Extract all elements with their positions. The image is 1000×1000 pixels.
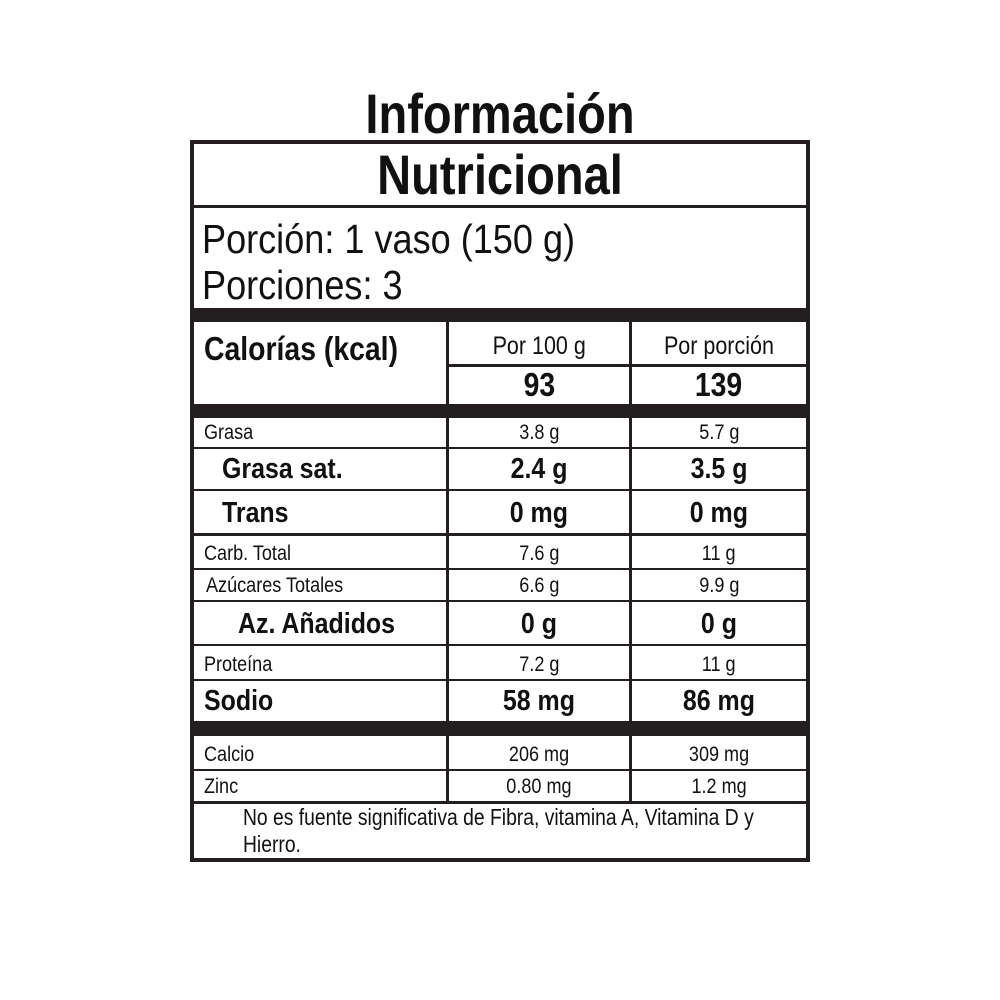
title: Información Nutricional bbox=[365, 82, 635, 206]
value-per-100g: 7.2 g bbox=[518, 653, 560, 676]
nutrient-label-trans: Trans bbox=[222, 497, 289, 529]
value-per-100g: 0.80 mg bbox=[506, 775, 572, 798]
nutrient-row: Sodio 58 mg 86 mg bbox=[194, 681, 806, 721]
nutrient-label-grasa: Grasa bbox=[204, 421, 254, 444]
title-row: Información Nutricional bbox=[194, 83, 806, 205]
calories-label: Calorías (kcal) bbox=[204, 330, 399, 367]
servings-count: Porciones: 3 bbox=[202, 262, 403, 308]
value-per-100g: 3.8 g bbox=[518, 421, 560, 444]
calories-per-100g: 93 bbox=[523, 366, 555, 403]
nutrient-row: Calcio 206 mg 309 mg bbox=[194, 736, 806, 769]
nutrient-label-zinc: Zinc bbox=[204, 775, 239, 798]
nutrient-row: Zinc 0.80 mg 1.2 mg bbox=[194, 771, 806, 801]
value-per-100g: 0 mg bbox=[509, 497, 569, 529]
nutrient-row: Azúcares Totales 6.6 g 9.9 g bbox=[194, 570, 806, 600]
value-per-serving: 3.5 g bbox=[690, 453, 748, 485]
value-per-serving: 0 mg bbox=[689, 497, 749, 529]
nutrient-row: Carb. Total 7.6 g 11 g bbox=[194, 536, 806, 568]
nutrient-row: Az. Añadidos 0 g 0 g bbox=[194, 602, 806, 644]
value-per-serving: 1.2 mg bbox=[691, 775, 747, 798]
value-per-serving: 86 mg bbox=[682, 685, 756, 717]
value-per-serving: 309 mg bbox=[688, 743, 750, 766]
portion-section: Porción: 1 vaso (150 g) Porciones: 3 bbox=[194, 208, 806, 308]
value-per-100g: 206 mg bbox=[508, 743, 570, 766]
nutrient-label-azucares-totales: Azúcares Totales bbox=[206, 574, 344, 597]
nutrient-label-calcio: Calcio bbox=[204, 743, 255, 766]
nutrient-row: Proteína 7.2 g 11 g bbox=[194, 646, 806, 679]
calories-row: Calorías (kcal) Por 100 g Por porción 93… bbox=[194, 322, 806, 404]
value-per-serving: 0 g bbox=[700, 608, 738, 640]
serving-size: Porción: 1 vaso (150 g) bbox=[202, 216, 576, 262]
value-per-100g: 58 mg bbox=[502, 685, 576, 717]
nutrient-label-proteina: Proteína bbox=[204, 653, 273, 676]
nutrient-row: Trans 0 mg 0 mg bbox=[194, 491, 806, 533]
footer-note: No es fuente significativa de Fibra, vit… bbox=[242, 804, 754, 857]
footer-row: No es fuente significativa de Fibra, vit… bbox=[194, 804, 806, 858]
value-per-100g: 2.4 g bbox=[510, 453, 568, 485]
nutrient-label-carb-total: Carb. Total bbox=[204, 542, 292, 565]
nutrient-row: Grasa 3.8 g 5.7 g bbox=[194, 418, 806, 447]
value-per-serving: 11 g bbox=[702, 653, 736, 676]
column-header-per-100g: Por 100 g bbox=[492, 332, 586, 360]
value-per-serving: 11 g bbox=[702, 542, 736, 565]
value-per-serving: 9.9 g bbox=[698, 574, 740, 597]
nutrient-row: Grasa sat. 2.4 g 3.5 g bbox=[194, 449, 806, 489]
nutrient-label-az-anadidos: Az. Añadidos bbox=[238, 608, 396, 640]
nutrient-label-sodio: Sodio bbox=[204, 685, 274, 717]
value-per-serving: 5.7 g bbox=[698, 421, 740, 444]
column-header-per-serving: Por porción bbox=[664, 332, 774, 360]
nutrient-label-grasa-sat: Grasa sat. bbox=[222, 453, 343, 485]
calories-per-serving: 139 bbox=[695, 366, 743, 403]
value-per-100g: 0 g bbox=[520, 608, 558, 640]
value-per-100g: 7.6 g bbox=[518, 542, 560, 565]
value-per-100g: 6.6 g bbox=[518, 574, 560, 597]
